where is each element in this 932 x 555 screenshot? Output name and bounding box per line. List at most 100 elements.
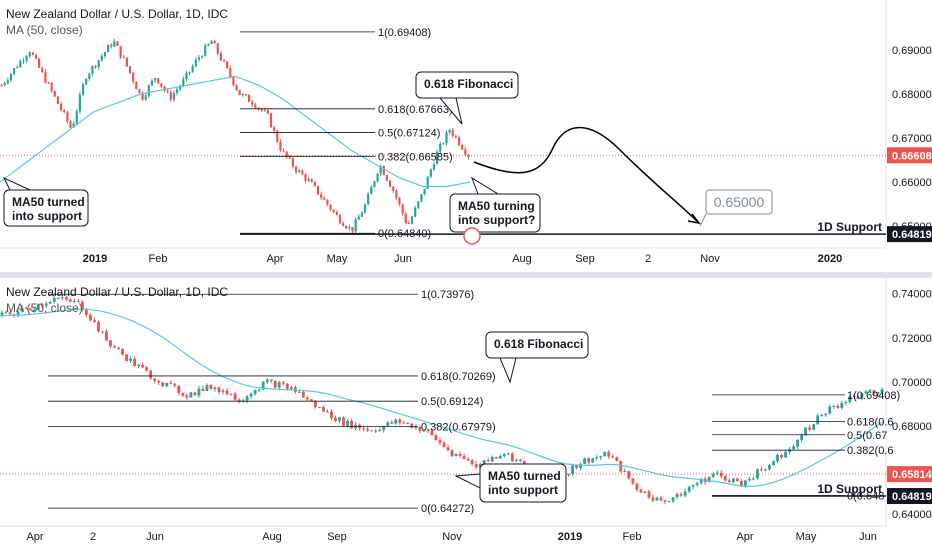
candle-body	[22, 60, 25, 62]
candle-body	[439, 143, 442, 152]
candle-body	[332, 209, 335, 212]
candle-body	[436, 151, 439, 165]
candle-body	[474, 464, 478, 468]
candle-body	[117, 347, 120, 349]
candle-body	[101, 331, 104, 333]
time-tick-label: Apr	[266, 253, 283, 265]
candle-body	[342, 417, 345, 426]
current-price-tag	[887, 466, 932, 483]
candle-body	[169, 92, 172, 100]
candle-body	[253, 390, 257, 394]
callout-ma-right-text: into support?	[458, 213, 535, 227]
candle-body	[175, 89, 179, 93]
candle-body	[109, 340, 112, 347]
candle-body	[53, 90, 56, 97]
candle-body	[780, 454, 783, 458]
candle-body	[226, 61, 229, 68]
chart-bottom-svg[interactable]: 0.740000.720000.700000.680000.660000.640…	[0, 278, 932, 550]
candle-body	[804, 427, 808, 435]
candle-body	[277, 382, 281, 388]
chart-top-svg[interactable]: 0.69000 0.68000 0.67000 0.66000 0.65000 2019 F…	[0, 0, 932, 272]
candle-body	[105, 331, 108, 341]
candle-body	[157, 380, 161, 383]
price-tick-label: 0.70000	[892, 377, 932, 389]
fib-level-label: 0.618(0.67663)	[378, 104, 453, 116]
candle-body	[261, 381, 265, 390]
candle-body	[707, 476, 711, 483]
candle-body	[386, 422, 390, 426]
candle-body	[442, 442, 446, 448]
candle-body	[166, 90, 169, 93]
target-pointer	[699, 213, 707, 227]
candle-body	[38, 58, 41, 68]
candle-body	[81, 84, 85, 95]
time-tick-label: Feb	[149, 253, 168, 265]
fib-level-label: 0(0.64272)	[421, 503, 474, 515]
candle-body	[78, 94, 81, 112]
candle-body	[301, 391, 305, 398]
candle-body	[631, 478, 635, 484]
candle-body	[217, 387, 221, 393]
candle-body	[687, 486, 691, 492]
candle-body	[149, 370, 153, 379]
candle-body	[856, 396, 860, 399]
candle-body	[422, 430, 426, 432]
time-tick-label: Sep	[575, 253, 595, 265]
candle-body	[860, 393, 864, 399]
candle-body	[366, 428, 370, 431]
candle-body	[583, 458, 587, 464]
candle-body	[338, 215, 342, 224]
chart-panel-top[interactable]: 0.69000 0.68000 0.67000 0.66000 0.65000 2019 F…	[0, 0, 932, 272]
candle-body	[144, 95, 147, 100]
candle-body	[727, 480, 731, 483]
candle-body	[423, 188, 426, 195]
candle-body	[379, 166, 382, 174]
time-tick-label: 2	[645, 253, 651, 265]
candle-body	[619, 461, 623, 472]
candle-body	[808, 427, 812, 430]
candle-body	[138, 89, 141, 93]
chart-panel-bottom[interactable]: 0.740000.720000.700000.680000.660000.640…	[0, 278, 932, 550]
candle-body	[510, 453, 514, 462]
candle-body	[241, 94, 244, 96]
candle-body	[406, 423, 410, 425]
price-tick-label: 0.74000	[892, 289, 932, 301]
time-tick-label: Aug	[512, 253, 532, 265]
candle-body	[848, 396, 852, 403]
candle-body	[225, 390, 229, 395]
candle-body	[464, 149, 467, 155]
candle-body	[615, 457, 619, 462]
candle-body	[868, 390, 872, 392]
fib-level-label: 1(0.73976)	[421, 289, 474, 301]
candle-body	[52, 297, 56, 302]
candle-body	[345, 225, 348, 229]
panel-divider[interactable]	[0, 272, 932, 278]
candle-body	[161, 382, 165, 387]
candle-body	[378, 429, 382, 431]
candle-body	[177, 385, 181, 393]
candle-body	[137, 364, 141, 367]
candle-body	[188, 71, 191, 73]
candle-body	[711, 474, 715, 477]
projection-arrowhead	[687, 213, 701, 225]
time-tick-label: Jun	[146, 531, 164, 543]
candle-body	[88, 73, 91, 80]
candle-body	[9, 73, 13, 81]
candle-body	[273, 127, 276, 131]
fib-right-label: 1(0.69408)	[847, 390, 900, 402]
candle-body	[257, 389, 261, 391]
projection-path	[473, 126, 699, 223]
candle-body	[279, 141, 282, 151]
ma50-line	[0, 308, 885, 488]
candle-body	[334, 418, 337, 421]
candle-body	[430, 430, 434, 436]
time-tick-label: Sep	[327, 531, 347, 543]
top-indicator: MA (50, close)	[6, 23, 83, 37]
candle-body	[326, 199, 329, 205]
time-tick-label: May	[327, 253, 348, 265]
candle-body	[486, 460, 490, 462]
ma50-line	[0, 75, 471, 188]
candle-body	[301, 170, 304, 175]
candle-body	[260, 108, 263, 111]
